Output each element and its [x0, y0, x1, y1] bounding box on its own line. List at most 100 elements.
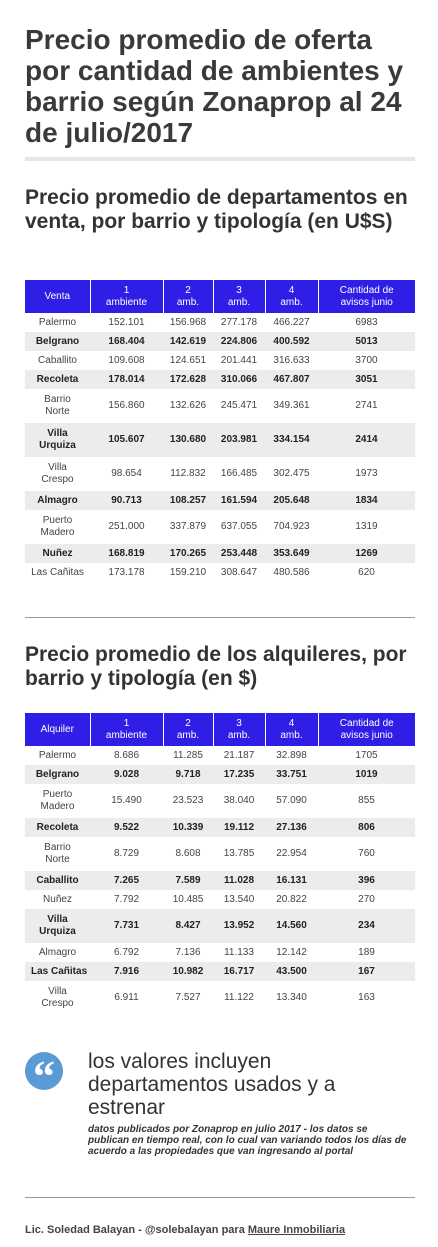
cell: 9.522	[113, 821, 140, 833]
cell: 38.040	[223, 795, 255, 806]
table-header: Alquiler 1 ambiente 2 amb. 3 amb. 4 amb. Cant…	[25, 713, 415, 746]
neighborhood: Recoleta	[36, 373, 79, 385]
cell: 2741	[355, 400, 378, 411]
cell: 353.649	[273, 547, 310, 559]
cell: 23.523	[172, 795, 204, 806]
cell: 7.916	[113, 965, 140, 977]
table-row: Almagro 6.792 7.136 11.133 12.142 189	[25, 943, 415, 962]
cell: 109.608	[108, 354, 145, 366]
table-row: Barrio Norte 156.860 132.626 245.471 349.361…	[25, 389, 415, 423]
cell: 132.626	[169, 400, 207, 411]
neighborhood: Caballito	[36, 874, 79, 886]
neighborhood: Barrio Norte	[44, 842, 71, 865]
cell: 855	[358, 795, 375, 806]
cell: 205.648	[273, 494, 310, 506]
footer-text: Lic. Soledad Balayan - @solebalayan para	[25, 1224, 248, 1236]
neighborhood: Villa Crespo	[41, 986, 74, 1009]
table-row: Caballito 7.265 7.589 11.028 16.131 396	[25, 871, 415, 890]
column-header: Alquiler	[25, 713, 91, 746]
cell: 806	[358, 821, 375, 833]
table-row: Belgrano 9.028 9.718 17.235 33.751 1019	[25, 765, 415, 784]
footer-link[interactable]: Maure Inmobiliaria	[247, 1224, 346, 1236]
cell: 466.227	[273, 316, 310, 328]
quote-note: datos publicados por Zonaprop en julio 2…	[88, 1124, 407, 1157]
neighborhood: Nuñez	[43, 893, 72, 905]
cell: 7.527	[175, 992, 201, 1003]
column-header: 1 ambiente	[90, 280, 164, 313]
cell: 168.404	[108, 335, 145, 347]
cell: 13.785	[223, 848, 255, 859]
table-row: Villa Urquiza 7.731 8.427 13.952 14.560 234	[25, 909, 415, 943]
neighborhood: Almagro	[38, 946, 77, 958]
cell: 16.717	[223, 965, 255, 977]
cell: 310.066	[220, 373, 258, 385]
cell: 11.028	[223, 874, 255, 886]
cell: 159.210	[169, 566, 207, 578]
cell: 7.731	[113, 920, 140, 931]
neighborhood: Las Cañitas	[31, 965, 88, 977]
cell: 7.136	[175, 946, 201, 958]
cell: 480.586	[273, 566, 310, 578]
table-row: Recoleta 9.522 10.339 19.112 27.136 806	[25, 818, 415, 837]
cell: 14.560	[276, 920, 307, 931]
cell: 400.592	[273, 335, 310, 347]
table-row: Las Cañitas 173.178 159.210 308.647 480.586 6…	[25, 563, 415, 582]
table-row: Almagro 90.713 108.257 161.594 205.648 1834	[25, 491, 415, 510]
cell: 189	[358, 946, 375, 958]
table-row: Palermo 8.686 11.285 21.187 32.898 1705	[25, 746, 415, 765]
cell: 7.265	[113, 874, 140, 886]
cell: 112.832	[170, 468, 206, 479]
cell: 8.686	[113, 749, 140, 761]
cell: 10.485	[172, 893, 204, 905]
table-row: Puerto Madero 251.000 337.879 637.055 704.92…	[25, 510, 415, 544]
cell: 396	[358, 874, 375, 886]
cell: 20.822	[276, 893, 307, 905]
cell: 21.187	[223, 749, 255, 761]
cell: 57.090	[276, 795, 307, 806]
cell: 277.178	[220, 316, 258, 328]
cell: 8.729	[113, 848, 140, 859]
column-header: 1 ambiente	[90, 713, 164, 746]
cell: 156.968	[169, 316, 207, 328]
cell: 19.112	[223, 821, 255, 833]
section-title: Precio promedio de los alquileres, por b…	[25, 643, 407, 690]
cell: 10.339	[172, 821, 204, 833]
neighborhood: Almagro	[37, 494, 78, 506]
cell: 224.806	[220, 335, 258, 347]
cell: 620	[358, 566, 375, 578]
cell: 10.982	[172, 965, 204, 977]
quote-text: los valores incluyen departamentos usado…	[88, 1050, 336, 1119]
cell: 8.427	[175, 920, 201, 931]
table-row: Barrio Norte 8.729 8.608 13.785 22.954 760	[25, 837, 415, 871]
cell: 9.028	[113, 768, 140, 780]
cell: 156.860	[108, 400, 145, 411]
neighborhood: Caballito	[38, 354, 77, 366]
cell: 124.651	[169, 354, 207, 366]
cell: 13.952	[223, 920, 255, 931]
cell: 27.136	[276, 821, 307, 833]
column-header: 4 amb.	[265, 713, 319, 746]
cell: 6983	[355, 316, 378, 328]
neighborhood: Villa Crespo	[41, 462, 74, 485]
cell: 1973	[355, 468, 378, 479]
cell: 11.122	[224, 992, 254, 1003]
rent-table: Alquiler 1 ambiente 2 amb. 3 amb. 4 amb. Cant…	[25, 713, 415, 1015]
cell: 13.540	[223, 893, 255, 905]
cell: 130.680	[169, 434, 207, 445]
column-header: Cantidad de avisos junio	[318, 713, 415, 746]
cell: 105.607	[108, 434, 145, 445]
cell: 17.235	[223, 768, 255, 780]
cell: 1019	[355, 768, 378, 780]
cell: 245.471	[220, 400, 258, 411]
cell: 1834	[355, 494, 378, 506]
divider	[25, 1197, 415, 1198]
table-body: Palermo 152.101 156.968 277.178 466.227 6983 B…	[25, 313, 415, 582]
cell: 22.954	[276, 848, 307, 859]
cell: 90.713	[111, 494, 142, 506]
column-header: 2 amb.	[163, 280, 214, 313]
cell: 234	[358, 920, 375, 931]
cell: 3051	[355, 373, 378, 385]
page-title: Precio promedio de oferta por cantidad d…	[25, 24, 404, 148]
table-row: Puerto Madero 15.490 23.523 38.040 57.090 855	[25, 784, 415, 818]
cell: 203.981	[220, 434, 258, 445]
